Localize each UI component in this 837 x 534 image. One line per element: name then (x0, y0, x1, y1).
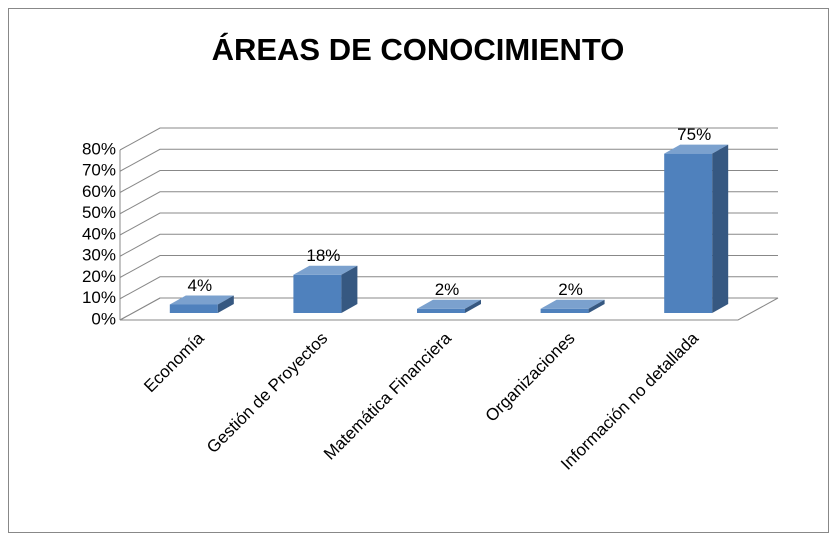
bar-front (540, 308, 589, 313)
bar-side (217, 295, 234, 313)
grid-line (119, 255, 778, 278)
bar-front (417, 308, 465, 313)
grid-line (119, 233, 778, 257)
bar-front (664, 153, 713, 313)
bar (169, 295, 234, 313)
bar-front (169, 304, 218, 313)
data-label: 75% (677, 125, 711, 144)
bar (664, 144, 729, 313)
grid-line (119, 148, 778, 172)
data-label: 2% (558, 280, 583, 299)
grid-line (119, 297, 778, 321)
y-tick-label: 80% (82, 139, 116, 158)
y-tick-label: 20% (82, 267, 116, 286)
y-tick-label: 70% (82, 161, 116, 180)
bar-top (293, 265, 358, 275)
bar-top (540, 299, 605, 309)
data-label: 18% (306, 246, 340, 265)
bar-front (293, 274, 342, 313)
bar-top (417, 299, 481, 309)
data-label: 2% (435, 280, 460, 299)
bar-top (664, 144, 729, 154)
chart-title: ÁREAS DE CONOCIMIENTO (212, 32, 625, 67)
bar (417, 299, 481, 313)
grid-line (119, 127, 778, 151)
bar (293, 265, 358, 313)
y-tick-label: 0% (91, 309, 116, 328)
y-tick-label: 40% (82, 224, 116, 243)
grid-line (119, 191, 778, 215)
bar-side (465, 299, 481, 313)
y-tick-label: 30% (82, 246, 116, 265)
data-label: 4% (188, 276, 213, 295)
grid-line (119, 276, 778, 300)
grid-line (119, 212, 778, 236)
bar (540, 299, 605, 313)
bar-side (712, 144, 729, 313)
y-tick-label: 50% (82, 203, 116, 222)
bar-side (341, 265, 358, 313)
bar-top (169, 295, 234, 305)
y-tick-label: 60% (82, 182, 116, 201)
y-tick-label: 10% (82, 288, 116, 307)
grid-line (119, 170, 778, 193)
bar-side (588, 299, 605, 313)
